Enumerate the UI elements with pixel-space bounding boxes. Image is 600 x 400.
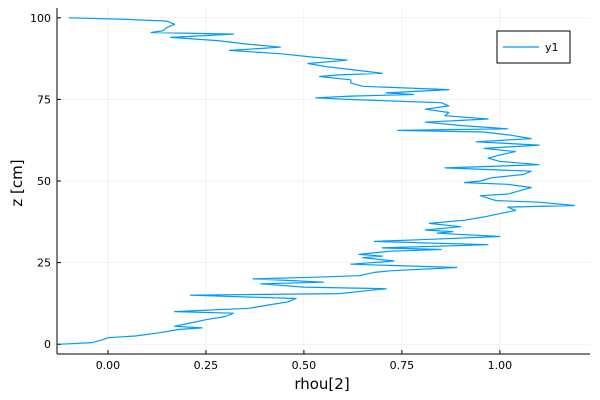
y-tick-label: 0 — [44, 338, 51, 351]
series-line-y1 — [60, 17, 575, 345]
x-tick-label: 0.50 — [292, 359, 317, 372]
plot-layer — [60, 17, 575, 345]
x-tick-label: 1.00 — [488, 359, 513, 372]
axis-layer: 0.00 0.25 0.50 0.75 1.00 0 25 50 75 100 — [30, 8, 590, 372]
legend: y1 — [496, 30, 571, 64]
x-tick-label: 0.75 — [390, 359, 415, 372]
y-axis-label: z [cm] — [8, 159, 26, 206]
legend-entry-y1: y1 — [545, 41, 559, 54]
grid-layer — [57, 8, 590, 354]
y-tick-label: 50 — [37, 175, 51, 188]
x-axis-label: rhou[2] — [294, 375, 349, 393]
y-tick-label: 100 — [30, 12, 51, 25]
x-tick-label: 0.25 — [194, 359, 219, 372]
y-tick-label: 25 — [37, 257, 51, 270]
x-tick-label: 0.00 — [96, 359, 121, 372]
y-tick-label: 75 — [37, 93, 51, 106]
